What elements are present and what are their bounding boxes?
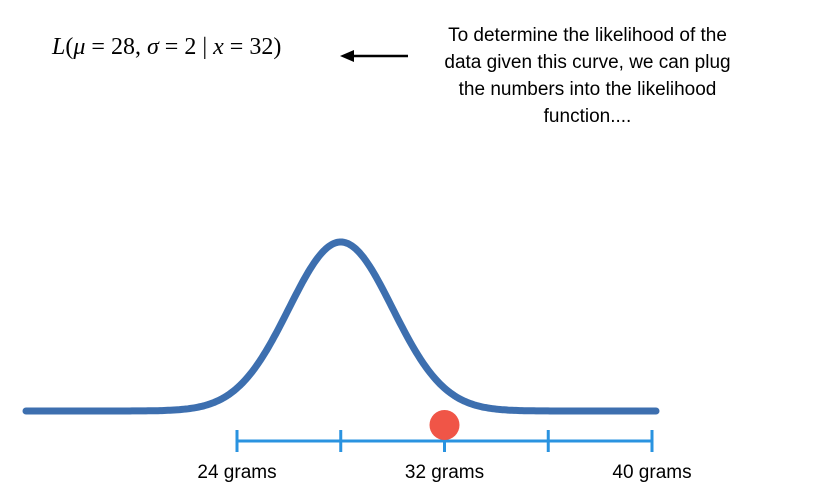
explanation-caption: To determine the likelihood of the data … [410,22,765,130]
formula-x-value: = 32) [223,34,282,60]
formula-x-symbol: x [213,34,224,60]
normal-curve [22,238,660,415]
likelihood-formula: L(μ = 28, σ = 2 | x = 32) [52,34,281,61]
axis-label-24: 24 grams [197,462,277,483]
formula-function-name: L [52,34,66,60]
formula-open-paren: ( [65,34,74,60]
x-axis [235,430,654,452]
axis-label-32: 32 grams [404,462,485,483]
pointer-arrow [340,50,408,62]
caption-line-4: function.... [543,106,632,127]
formula-mu-value: = 28, [85,34,147,60]
caption-line-1: To determine the likelihood of the [448,25,727,46]
axis-label-40: 40 grams [612,462,692,483]
observation-point [429,410,460,440]
formula-sigma-symbol: σ [146,34,159,60]
caption-line-2: data given this curve, we can plug [444,52,731,73]
caption-line-3: the numbers into the likelihood [458,79,717,100]
formula-mu-symbol: μ [73,34,86,60]
formula-sigma-value: = 2 | [158,34,214,60]
